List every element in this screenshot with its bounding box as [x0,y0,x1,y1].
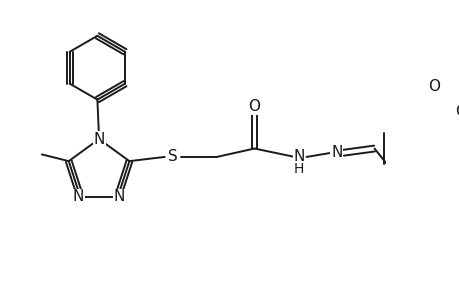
Text: N: N [113,189,125,204]
Text: N: N [93,132,105,147]
Text: N: N [330,145,341,160]
Text: S: S [168,149,178,164]
Text: H: H [293,162,303,176]
Text: N: N [73,189,84,204]
Text: O: O [248,99,260,114]
Text: O: O [454,104,459,119]
Text: O: O [427,80,439,94]
Text: N: N [293,149,304,164]
